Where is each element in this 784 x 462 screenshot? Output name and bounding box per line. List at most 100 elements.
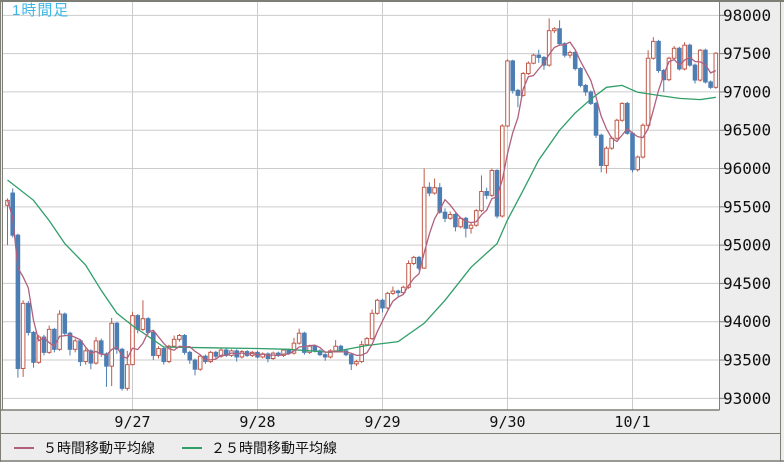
candle	[328, 349, 333, 359]
candle	[348, 353, 354, 370]
candle	[385, 291, 391, 310]
candle	[395, 289, 401, 297]
y-tick-label: 93000	[723, 389, 771, 408]
candle	[354, 360, 359, 367]
candle	[411, 255, 417, 266]
candle	[442, 208, 448, 223]
candle	[390, 286, 396, 295]
candle	[380, 298, 385, 313]
candle	[656, 39, 661, 73]
candle	[182, 333, 187, 355]
candle	[697, 49, 703, 82]
candle	[546, 18, 552, 67]
candle	[104, 352, 109, 387]
candle	[31, 330, 36, 368]
candle	[473, 209, 479, 227]
candle	[187, 350, 193, 364]
candle	[317, 349, 323, 357]
candle	[72, 338, 78, 353]
candle	[463, 216, 469, 238]
gridlines	[3, 1, 720, 410]
candle	[531, 53, 536, 65]
ma5-line	[6, 41, 717, 361]
candle	[630, 131, 635, 173]
candle	[322, 353, 328, 361]
candle	[26, 301, 31, 336]
ma5-legend-label: ５時間移動平均線	[43, 440, 155, 456]
candle	[401, 285, 406, 295]
candle	[510, 59, 516, 94]
chart-title: 1時間足	[12, 2, 70, 19]
candle	[151, 330, 156, 361]
candle	[635, 155, 641, 172]
candle	[374, 298, 380, 315]
y-tick-label: 94500	[723, 274, 771, 293]
candle	[109, 317, 114, 387]
candle	[468, 222, 474, 234]
x-tick-label: 9/30	[489, 413, 525, 431]
candle	[614, 118, 620, 140]
candle	[57, 310, 62, 351]
candle	[619, 102, 625, 122]
candle	[432, 178, 437, 195]
candle	[427, 182, 432, 197]
candle	[302, 331, 307, 355]
ma25-legend-line-icon	[182, 447, 202, 449]
candle	[156, 346, 161, 359]
candle	[406, 260, 411, 289]
candle	[62, 312, 68, 336]
candle	[557, 20, 562, 46]
y-tick-label: 97000	[723, 82, 771, 101]
candle	[270, 351, 276, 361]
candle	[682, 42, 687, 71]
candle	[484, 187, 489, 200]
candle	[239, 350, 245, 359]
y-tick-label: 94000	[723, 312, 771, 331]
candle	[651, 37, 656, 60]
candle	[20, 300, 26, 377]
candle	[369, 309, 375, 341]
candle	[447, 211, 453, 220]
candle	[578, 67, 583, 88]
x-tick-label: 10/1	[614, 413, 650, 431]
candle	[15, 233, 21, 378]
candle	[666, 56, 672, 82]
y-tick-label: 97500	[723, 44, 771, 63]
candle	[713, 52, 719, 89]
candle	[536, 49, 542, 63]
x-tick-label: 9/28	[239, 413, 275, 431]
candle	[453, 212, 458, 232]
candle	[677, 46, 682, 71]
y-tick-label: 95000	[723, 236, 771, 255]
candle	[552, 27, 557, 33]
y-tick-label: 96000	[723, 159, 771, 178]
x-tick-label: 9/29	[364, 413, 400, 431]
candle	[166, 344, 172, 364]
x-axis-labels: 9/27 9/28 9/29 9/30 10/1	[114, 413, 650, 431]
y-tick-label: 96500	[723, 121, 771, 140]
y-tick-label: 93500	[723, 351, 771, 370]
candle	[604, 146, 609, 174]
candle	[489, 168, 495, 197]
candle	[171, 335, 177, 348]
y-axis-labels: 98000 97500 97000 96500 96000 95500 95000 94500…	[719, 6, 771, 408]
candle	[296, 328, 302, 345]
candle	[192, 358, 198, 376]
candle	[197, 354, 203, 371]
candle	[567, 50, 573, 59]
candle	[416, 255, 422, 271]
candle	[10, 188, 16, 238]
candle	[703, 48, 708, 84]
candle	[593, 101, 599, 138]
candle	[177, 333, 182, 342]
candle	[708, 80, 713, 89]
candle	[572, 50, 578, 71]
candle	[161, 347, 167, 365]
candle	[640, 123, 646, 159]
ma25-legend-label: ２５時間移動平均線	[211, 440, 337, 456]
candle	[291, 337, 297, 355]
candle	[494, 169, 500, 219]
candle	[218, 348, 224, 358]
